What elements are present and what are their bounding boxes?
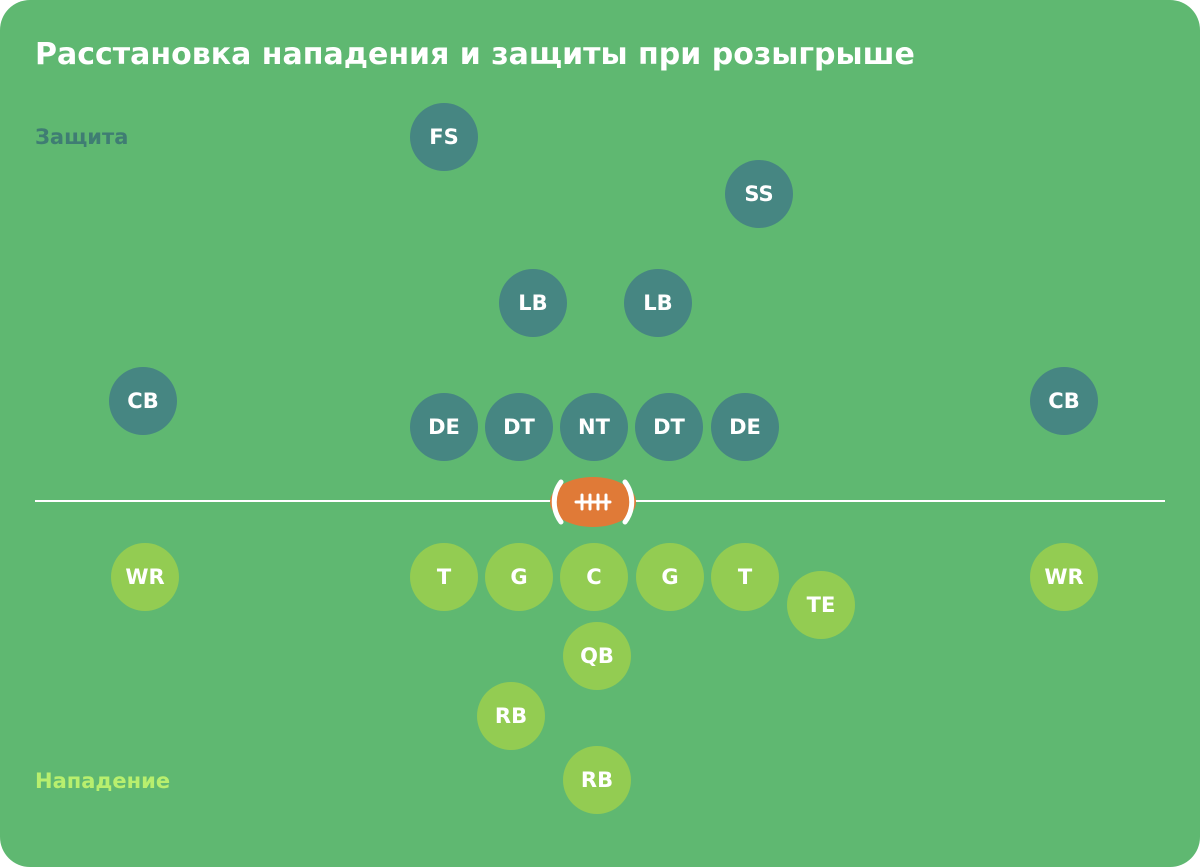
defense-player-lb-right: LB: [624, 269, 692, 337]
offense-player-wr-left: WR: [111, 543, 179, 611]
football-icon: [550, 477, 636, 527]
defense-player-ss: SS: [725, 160, 793, 228]
defense-player-nt: NT: [560, 393, 628, 461]
offense-player-g-left: G: [485, 543, 553, 611]
defense-player-dt-right: DT: [635, 393, 703, 461]
defense-player-cb-right: CB: [1030, 367, 1098, 435]
offense-label: Нападение: [35, 769, 171, 793]
defense-player-cb-left: CB: [109, 367, 177, 435]
offense-player-te: TE: [787, 571, 855, 639]
offense-player-c: C: [560, 543, 628, 611]
defense-label: Защита: [35, 125, 129, 149]
defense-player-de-right: DE: [711, 393, 779, 461]
offense-player-rb-lower: RB: [563, 746, 631, 814]
offense-player-t-left: T: [410, 543, 478, 611]
offense-player-wr-right: WR: [1030, 543, 1098, 611]
offense-player-qb: QB: [563, 622, 631, 690]
defense-player-dt-left: DT: [485, 393, 553, 461]
defense-player-lb-left: LB: [499, 269, 567, 337]
offense-player-g-right: G: [636, 543, 704, 611]
defense-player-de-left: DE: [410, 393, 478, 461]
offense-player-rb-upper: RB: [477, 682, 545, 750]
defense-player-fs: FS: [410, 103, 478, 171]
offense-player-t-right: T: [711, 543, 779, 611]
diagram-title: Расстановка нападения и защиты при розыг…: [35, 37, 915, 72]
